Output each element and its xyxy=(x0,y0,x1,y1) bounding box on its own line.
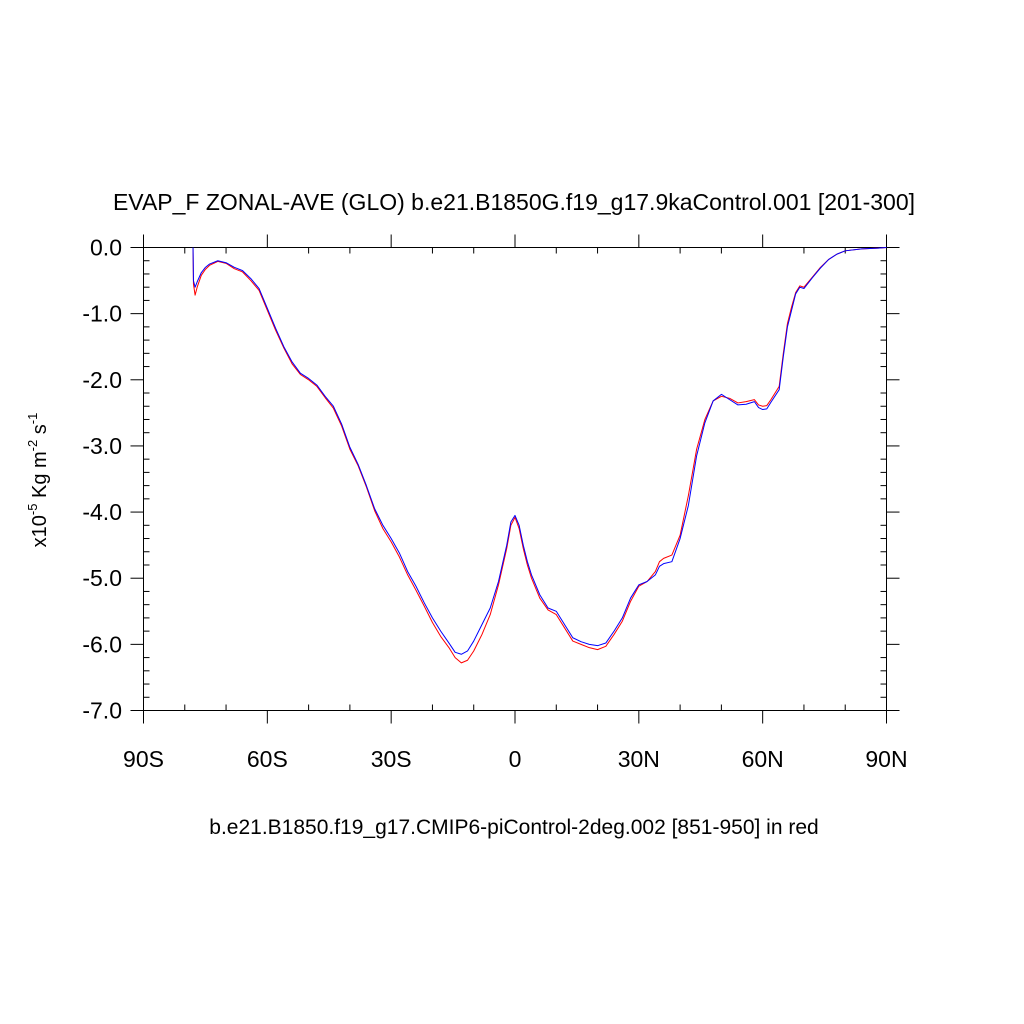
x-tick-labels: 90S 60S 30S 0 30N 60N 90N xyxy=(123,746,908,772)
x-tick-label: 60S xyxy=(247,746,288,772)
y-tick-label: -6.0 xyxy=(82,631,122,657)
y-axis-label-end: s xyxy=(29,424,51,440)
series-line-red xyxy=(192,247,887,664)
y-axis-label-exp2: -2 xyxy=(25,440,40,452)
x-tick-label: 30S xyxy=(371,746,412,772)
y-tick-label: -2.0 xyxy=(82,367,122,393)
x-tick-label: 30N xyxy=(618,746,660,772)
major-ticks xyxy=(130,234,900,724)
y-axis-label-base: x10 xyxy=(29,515,51,547)
y-tick-label: -5.0 xyxy=(82,565,122,591)
series-line-blue xyxy=(192,247,887,655)
y-axis-label-exp3: -1 xyxy=(25,413,40,425)
x-tick-label: 90S xyxy=(123,746,164,772)
chart-title: EVAP_F ZONAL-AVE (GLO) b.e21.B1850G.f19_… xyxy=(113,189,915,215)
y-tick-label: -1.0 xyxy=(82,301,122,327)
plot-frame xyxy=(143,247,887,711)
series-layer xyxy=(192,247,887,664)
x-axis-label: b.e21.B1850.f19_g17.CMIP6-piControl-2deg… xyxy=(209,816,818,839)
y-axis-label-exp1: -5 xyxy=(25,504,40,516)
y-tick-label: -7.0 xyxy=(82,698,122,724)
y-tick-label: -3.0 xyxy=(82,433,122,459)
minor-ticks xyxy=(143,247,887,711)
y-axis-label-mid: Kg m xyxy=(29,451,51,503)
y-tick-label: 0.0 xyxy=(90,235,122,261)
x-tick-label: 90N xyxy=(865,746,907,772)
x-tick-label: 60N xyxy=(742,746,784,772)
y-axis-label: x10-5 Kg m-2 s-1 xyxy=(25,413,51,548)
y-tick-label: -4.0 xyxy=(82,499,122,525)
x-tick-label: 0 xyxy=(509,746,522,772)
y-tick-labels: 0.0 -1.0 -2.0 -3.0 -4.0 -5.0 -6.0 -7.0 xyxy=(82,235,122,724)
